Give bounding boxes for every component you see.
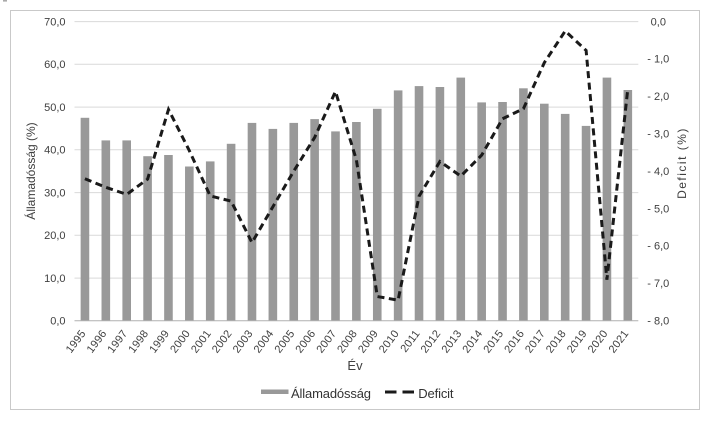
svg-text:0,0: 0,0 [50,316,65,328]
svg-text:Deficit: Deficit [418,386,454,401]
svg-text:Államadósság: Államadósság [291,386,371,401]
svg-text:10,0: 10,0 [44,273,65,285]
svg-text:0,0: 0,0 [651,16,666,28]
svg-text:70,0: 70,0 [44,16,65,28]
svg-text:- 1,0: - 1,0 [647,54,669,66]
svg-text:- 5,0: - 5,0 [647,203,669,215]
svg-text:- 6,0: - 6,0 [647,241,669,253]
svg-text:Deficit (%): Deficit (%) [675,127,689,199]
svg-text:- 8,0: - 8,0 [647,316,669,328]
svg-text:- 4,0: - 4,0 [647,166,669,178]
svg-text:Államadósság (%): Államadósság (%) [23,122,38,219]
svg-text:40,0: 40,0 [44,145,65,157]
svg-text:- 3,0: - 3,0 [647,129,669,141]
svg-text:Év: Év [347,358,363,373]
svg-text:20,0: 20,0 [44,230,65,242]
svg-text:- 2,0: - 2,0 [647,91,669,103]
svg-text:60,0: 60,0 [44,59,65,71]
svg-text:30,0: 30,0 [44,187,65,199]
svg-text:50,0: 50,0 [44,102,65,114]
svg-text:- 7,0: - 7,0 [647,278,669,290]
